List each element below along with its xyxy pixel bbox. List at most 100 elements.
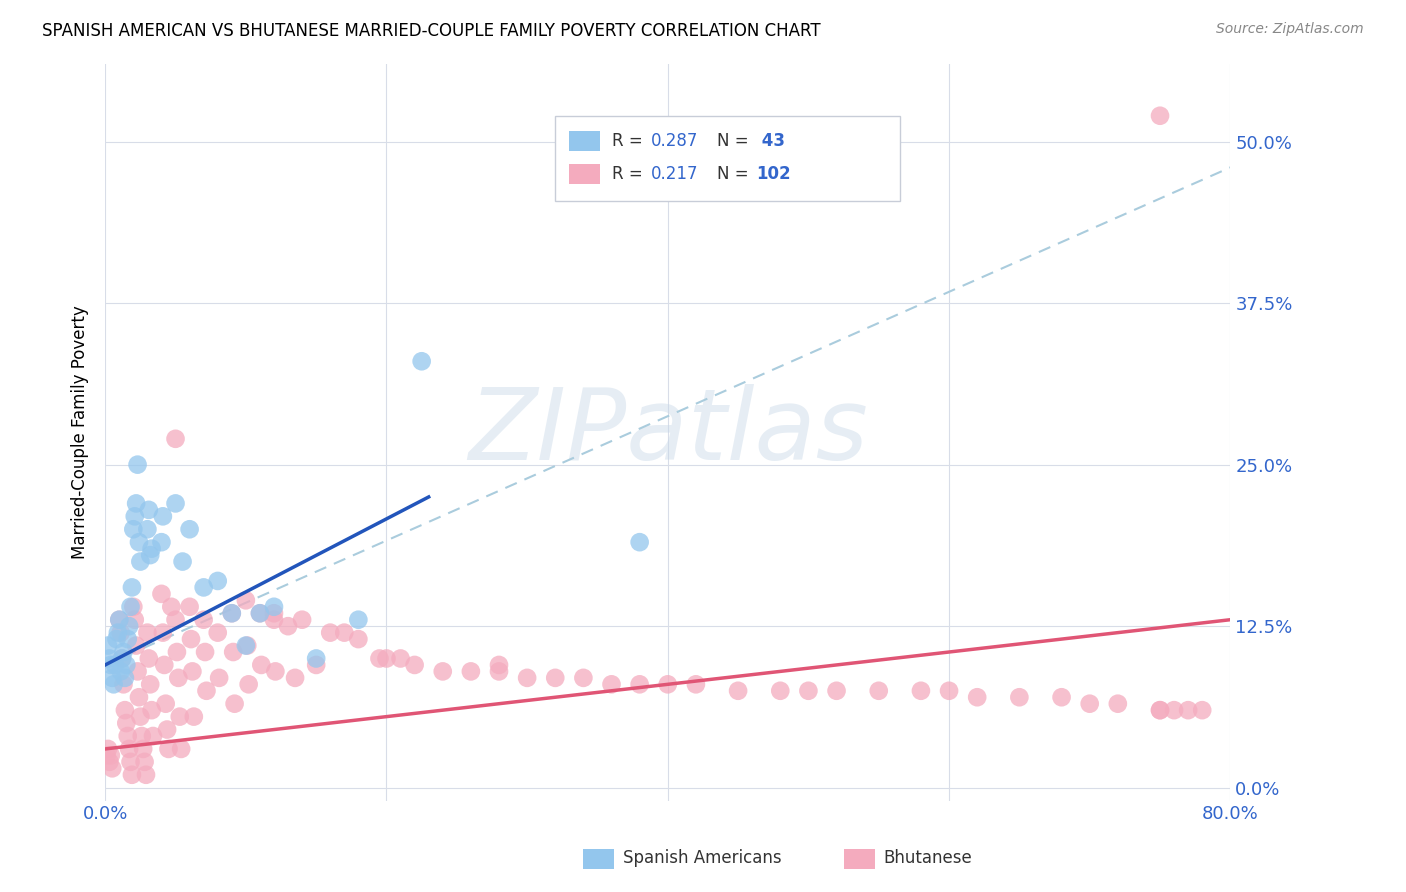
- Point: [169, 709, 191, 723]
- Point: [101, 671, 124, 685]
- Point: [136, 625, 159, 640]
- Point: [868, 683, 890, 698]
- Point: [112, 645, 135, 659]
- Point: [150, 587, 173, 601]
- Point: [333, 625, 356, 640]
- Point: [181, 665, 204, 679]
- Point: [96, 748, 118, 763]
- Point: [150, 535, 173, 549]
- Point: [129, 555, 152, 569]
- Point: [172, 555, 194, 569]
- Point: [139, 548, 162, 562]
- Point: [124, 509, 146, 524]
- Point: [305, 651, 328, 665]
- Point: [208, 671, 231, 685]
- Point: [183, 709, 205, 723]
- Point: [221, 606, 243, 620]
- Point: [284, 671, 307, 685]
- Point: [110, 665, 132, 679]
- Point: [115, 657, 138, 672]
- Point: [1149, 109, 1171, 123]
- Point: [347, 613, 370, 627]
- Point: [628, 677, 651, 691]
- Point: [404, 657, 426, 672]
- Point: [235, 593, 257, 607]
- Point: [236, 639, 259, 653]
- Point: [121, 581, 143, 595]
- Point: [100, 657, 122, 672]
- Point: [797, 683, 820, 698]
- Point: [128, 690, 150, 705]
- Point: [179, 599, 201, 614]
- Point: [180, 632, 202, 646]
- Point: [100, 748, 122, 763]
- Point: [291, 613, 314, 627]
- Point: [165, 613, 187, 627]
- Point: [194, 645, 217, 659]
- Point: [1191, 703, 1213, 717]
- Point: [117, 632, 139, 646]
- Point: [319, 625, 342, 640]
- Point: [101, 761, 124, 775]
- Point: [1008, 690, 1031, 705]
- Point: [1078, 697, 1101, 711]
- Point: [375, 651, 398, 665]
- Point: [114, 671, 136, 685]
- Text: ZIPatlas: ZIPatlas: [468, 384, 868, 481]
- Point: [117, 729, 139, 743]
- Point: [727, 683, 749, 698]
- Point: [97, 639, 120, 653]
- Point: [222, 645, 245, 659]
- Point: [769, 683, 792, 698]
- Point: [110, 625, 132, 640]
- Point: [263, 606, 285, 620]
- Point: [165, 496, 187, 510]
- Text: R =: R =: [612, 132, 648, 150]
- Point: [139, 677, 162, 691]
- Point: [238, 677, 260, 691]
- Point: [111, 651, 134, 665]
- Point: [124, 613, 146, 627]
- Point: [105, 632, 128, 646]
- Point: [155, 697, 177, 711]
- Point: [1050, 690, 1073, 705]
- Point: [129, 709, 152, 723]
- Point: [97, 742, 120, 756]
- Point: [120, 599, 142, 614]
- Point: [138, 651, 160, 665]
- Point: [221, 606, 243, 620]
- Point: [572, 671, 595, 685]
- Point: [120, 755, 142, 769]
- Text: 0.287: 0.287: [651, 132, 699, 150]
- Point: [136, 522, 159, 536]
- Point: [152, 625, 174, 640]
- Point: [628, 535, 651, 549]
- Point: [460, 665, 482, 679]
- Point: [516, 671, 538, 685]
- Point: [657, 677, 679, 691]
- Point: [207, 574, 229, 588]
- Point: [1149, 703, 1171, 717]
- Point: [98, 755, 121, 769]
- Point: [121, 768, 143, 782]
- Point: [141, 703, 163, 717]
- Text: 43: 43: [756, 132, 786, 150]
- Point: [249, 606, 271, 620]
- Point: [125, 639, 148, 653]
- Point: [207, 625, 229, 640]
- Point: [108, 613, 131, 627]
- Point: [103, 677, 125, 691]
- Point: [1149, 703, 1171, 717]
- Point: [131, 729, 153, 743]
- Point: [544, 671, 567, 685]
- Point: [305, 657, 328, 672]
- Point: [411, 354, 433, 368]
- Point: [195, 683, 218, 698]
- Text: 0.217: 0.217: [651, 165, 699, 183]
- Point: [488, 657, 510, 672]
- Point: [368, 651, 391, 665]
- Point: [389, 651, 412, 665]
- Text: Source: ZipAtlas.com: Source: ZipAtlas.com: [1216, 22, 1364, 37]
- Point: [193, 581, 215, 595]
- Point: [127, 458, 149, 472]
